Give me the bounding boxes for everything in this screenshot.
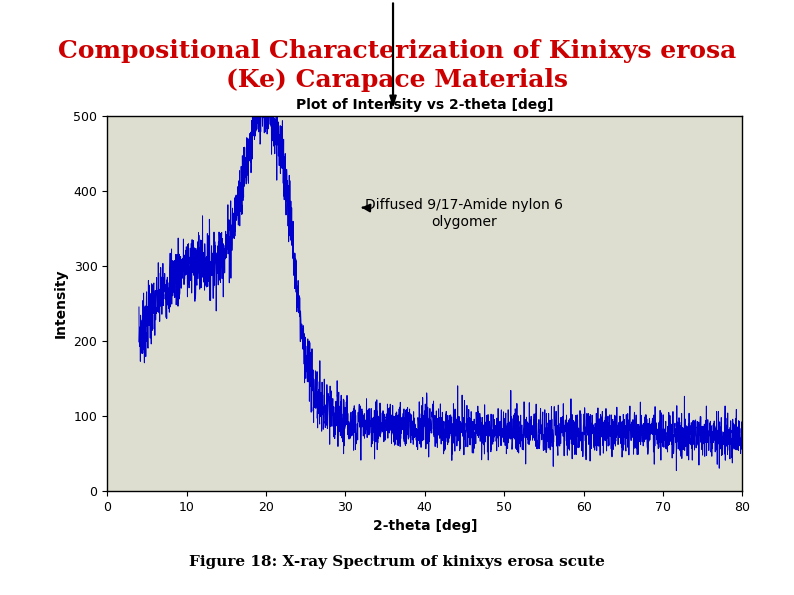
- Text: Compositional Characterization of Kinixys erosa: Compositional Characterization of Kinixy…: [58, 39, 736, 62]
- Title: Plot of Intensity vs 2-theta [deg]: Plot of Intensity vs 2-theta [deg]: [296, 98, 553, 112]
- X-axis label: 2-theta [deg]: 2-theta [deg]: [372, 519, 477, 533]
- Text: (Ke) Carapace Materials: (Ke) Carapace Materials: [226, 68, 568, 92]
- Text: Figure 18: X-ray Spectrum of kinixys erosa scute: Figure 18: X-ray Spectrum of kinixys ero…: [189, 555, 605, 569]
- Y-axis label: Intensity: Intensity: [54, 269, 68, 338]
- Text: Diffused 9/17-Amide nylon 6
olygomer: Diffused 9/17-Amide nylon 6 olygomer: [363, 199, 564, 228]
